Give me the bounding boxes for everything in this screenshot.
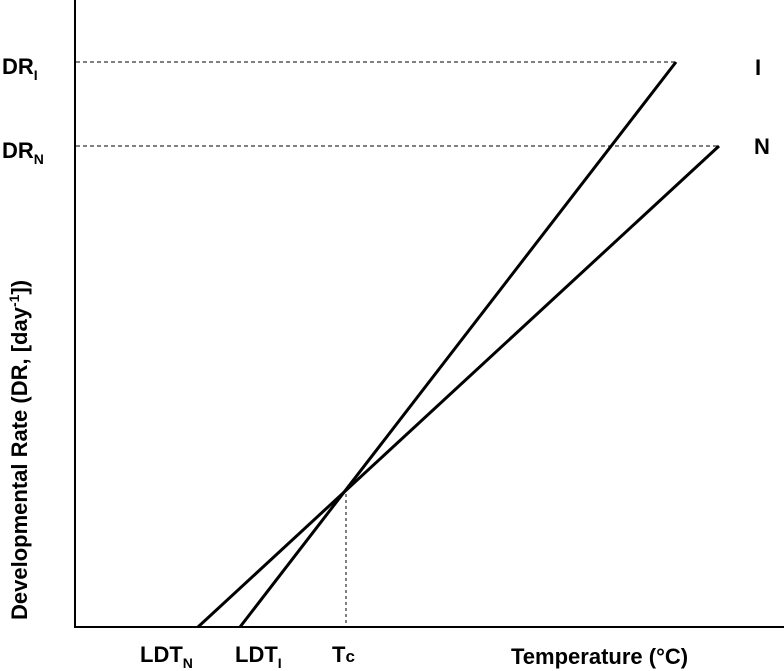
x-axis-title: Temperature (°C): [511, 644, 688, 669]
line-n-label: N: [754, 134, 770, 159]
tc-main: T: [332, 642, 346, 667]
ldt-i-subscript: I: [278, 655, 282, 671]
dr-n-subscript: N: [34, 151, 44, 167]
dr-n-main: DR: [2, 138, 34, 163]
tc-subscript: c: [345, 647, 354, 666]
line-n: [196, 144, 721, 629]
ldt-n-tick-label: LDTN: [140, 642, 193, 671]
ldt-n-subscript: N: [183, 655, 193, 671]
dr-i-tick-label: DRI: [2, 54, 38, 83]
dr-i-main: DR: [2, 54, 34, 79]
ldt-i-main: LDT: [235, 642, 278, 667]
tc-tick-label: Tc: [332, 642, 355, 667]
line-i-label: I: [755, 55, 761, 80]
ldt-i-tick-label: LDTI: [235, 642, 282, 671]
y-axis-title: Developmental Rate (DR, [day-1]): [6, 280, 32, 620]
ldt-n-main: LDT: [140, 642, 183, 667]
line-i: [238, 61, 678, 628]
y-axis-title-superscript: -1: [6, 294, 22, 307]
dr-i-subscript: I: [34, 67, 38, 83]
y-axis-title-end: ]): [7, 280, 32, 295]
y-axis-title-main: Developmental Rate (DR, [day: [7, 306, 32, 620]
dr-n-tick-label: DRN: [2, 138, 44, 167]
